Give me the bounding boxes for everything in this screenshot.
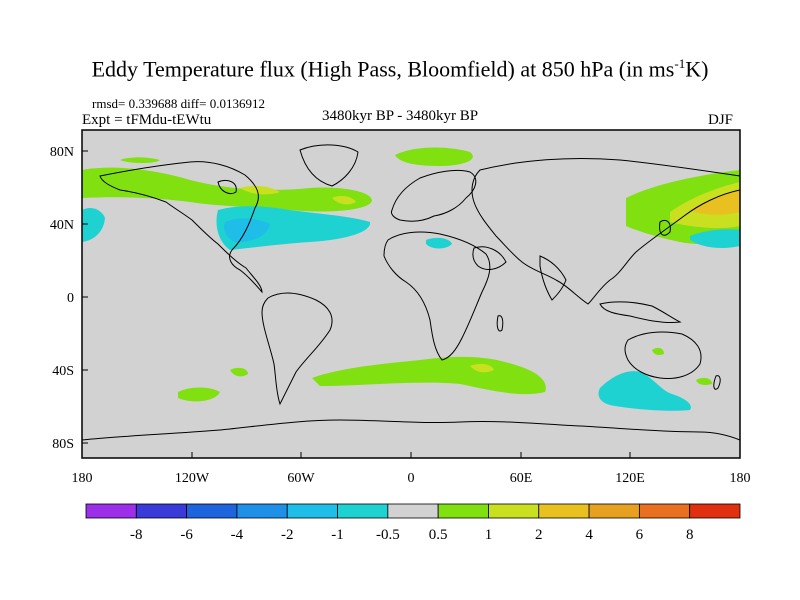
coast-antarctica xyxy=(82,419,740,441)
patch-negative-pacific xyxy=(690,229,740,248)
period-label: 3480kyr BP - 3480kyr BP xyxy=(322,108,479,124)
coast-greenland xyxy=(299,144,359,187)
colorbar-swatch xyxy=(85,503,137,519)
colorbar-swatch xyxy=(135,503,188,519)
colorbar-swatch xyxy=(236,503,288,519)
x-tick-0: 0 xyxy=(408,471,415,486)
colorbar-swatch xyxy=(286,503,338,519)
colorbar-label: 4 xyxy=(585,527,593,543)
coast-asia xyxy=(471,157,740,305)
patch-positive-south-pacific xyxy=(178,387,220,402)
patch-negative-mediterranean xyxy=(426,237,452,249)
colorbar-label: -4 xyxy=(231,527,244,543)
patch-positive-south-atlantic-core xyxy=(470,363,494,373)
patch-positive-atlantic-core xyxy=(240,185,280,195)
patch-negative-west-atlantic xyxy=(82,207,105,242)
colorbar-label: 2 xyxy=(535,527,543,543)
coast-europe xyxy=(391,169,477,222)
colorbar-label: 1 xyxy=(485,527,493,543)
patch-positive-pacific-south-small xyxy=(696,377,712,385)
colorbar-swatch xyxy=(689,503,741,519)
season-label: DJF xyxy=(708,112,734,128)
colorbar-label: -0.5 xyxy=(376,527,400,543)
colorbar-label: -8 xyxy=(130,527,143,543)
experiment-label: Expt = tFMdu-tEWtu xyxy=(82,112,212,128)
coast-africa xyxy=(383,231,491,361)
colorbar-swatch xyxy=(588,503,640,519)
x-tick-60w: 60W xyxy=(287,471,315,486)
y-tick-40n: 40N xyxy=(50,218,74,233)
colorbar-label: -1 xyxy=(331,527,344,543)
coast-new-zealand xyxy=(713,375,721,390)
patch-positive-north-atlantic xyxy=(82,167,372,212)
coast-hudson-bay xyxy=(217,179,237,195)
coast-australia xyxy=(624,331,702,379)
x-tick-120e: 120E xyxy=(615,471,645,486)
coast-madagascar xyxy=(496,315,504,332)
colorbar-swatch xyxy=(538,503,590,519)
field-patches xyxy=(82,147,740,411)
colorbar-label: 8 xyxy=(686,527,694,543)
patch-negative-south-indian xyxy=(598,371,691,411)
x-tick-60e: 60E xyxy=(510,471,533,486)
colorbar-swatch xyxy=(488,503,540,519)
patch-positive-australia-small xyxy=(652,347,664,355)
colorbar-swatch xyxy=(437,503,489,519)
x-tick-180w: 180 xyxy=(72,471,93,486)
coast-north-america xyxy=(99,161,263,294)
y-tick-80s: 80S xyxy=(52,437,74,452)
colorbar-swatch xyxy=(638,503,691,519)
y-tick-80n: 80N xyxy=(50,145,74,160)
stats-label: rmsd= 0.339688 diff= 0.0136912 xyxy=(92,96,265,111)
patch-positive-pacific-max xyxy=(690,190,740,215)
patch-positive-south-america xyxy=(230,367,248,377)
coast-india xyxy=(539,255,567,301)
colorbar xyxy=(85,503,741,519)
x-tick-180e: 180 xyxy=(730,471,751,486)
colorbar-label: -6 xyxy=(180,527,193,543)
coast-japan xyxy=(659,219,671,236)
colorbar-label: 0.5 xyxy=(429,527,448,543)
coast-arabia xyxy=(472,246,507,270)
patch-positive-canada xyxy=(120,157,160,163)
colorbar-swatch xyxy=(387,503,439,519)
colorbar-swatch xyxy=(337,503,389,519)
y-tick-40s: 40S xyxy=(52,364,74,379)
patch-negative-us-core xyxy=(224,218,270,243)
colorbar-labels: -8 -6 -4 -2 -1 -0.5 0.5 1 2 4 6 8 xyxy=(130,527,693,543)
tick-marks xyxy=(81,150,741,458)
x-tick-120w: 120W xyxy=(175,471,210,486)
colorbar-swatch xyxy=(186,503,238,519)
colorbar-label: -2 xyxy=(281,527,294,543)
patch-positive-atlantic-small xyxy=(332,195,356,205)
chart-title: Eddy Temperature flux (High Pass, Bloomf… xyxy=(91,56,709,82)
colorbar-label: 6 xyxy=(636,527,644,543)
coast-south-america xyxy=(261,292,333,406)
coast-indonesia xyxy=(599,301,682,323)
patch-positive-greenland xyxy=(395,147,473,166)
y-tick-0: 0 xyxy=(67,291,74,306)
coastlines xyxy=(82,144,740,441)
